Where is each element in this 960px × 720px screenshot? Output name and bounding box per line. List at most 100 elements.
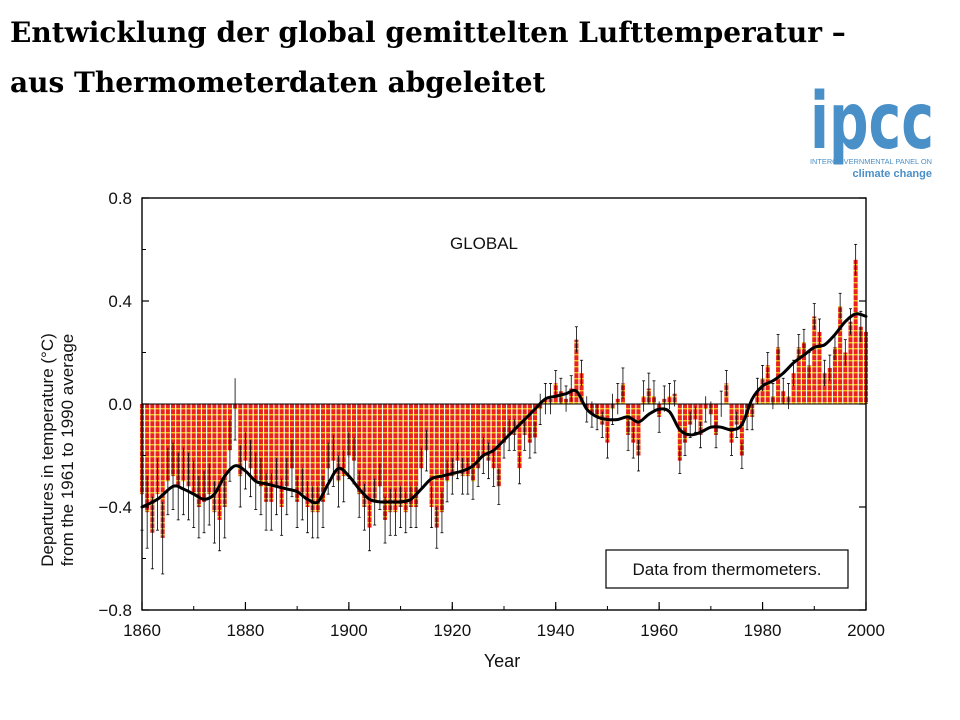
- bar-1928: [491, 404, 496, 469]
- bar-1914: [419, 404, 424, 469]
- bar-1866: [171, 404, 176, 477]
- x-tick-label-4: 1940: [537, 621, 575, 640]
- bar-1873: [207, 404, 212, 495]
- bar-1904: [367, 404, 372, 528]
- bar-1923: [465, 404, 470, 477]
- bar-1944: [574, 339, 579, 405]
- bar-1903: [362, 404, 367, 507]
- bar-1965: [682, 404, 688, 443]
- ipcc-logo-wordmark: ipcc: [810, 77, 934, 167]
- slide-title: Entwicklung der global gemittelten Luftt…: [10, 8, 950, 108]
- bar-1917: [434, 404, 439, 528]
- bar-1872: [202, 404, 207, 502]
- bar-1986: [791, 373, 796, 404]
- bar-1879: [238, 404, 243, 477]
- annotation-box: Data from thermometers.: [605, 549, 849, 589]
- slide-title-line-2: aus Thermometerdaten abgeleitet: [10, 66, 546, 99]
- bar-1998: [853, 259, 858, 404]
- bar-1989: [807, 365, 812, 405]
- bar-1964: [677, 404, 682, 461]
- bar-1993: [827, 367, 832, 404]
- y-axis: 0.8 0.4 0.0 −0.4 −0.8: [98, 189, 866, 620]
- bar-1864: [160, 404, 165, 538]
- y-axis-title: Departures in temperature (°C) from the …: [38, 333, 77, 567]
- bar-1898: [336, 404, 341, 482]
- bar-1930: [501, 404, 507, 443]
- bar-1887: [279, 404, 284, 507]
- y-tick-label-3: −0.4: [98, 498, 132, 517]
- smoothed-curve: [140, 312, 868, 509]
- x-axis: 1860 1880 1900 1920 1940 1960 1980 2000: [123, 602, 885, 640]
- y-axis-title-line-2: from the 1961 to 1990 average: [58, 334, 77, 567]
- bar-1976: [739, 404, 744, 456]
- bar-1875: [217, 404, 222, 520]
- bar-1902: [357, 404, 362, 495]
- slide-title-line-1: Entwicklung der global gemittelten Luftt…: [10, 16, 846, 49]
- chart-title: GLOBAL: [450, 234, 518, 253]
- bar-1863: [155, 404, 160, 495]
- bar-1925: [476, 404, 481, 469]
- bar-1994: [832, 347, 837, 404]
- y-tick-label-0: 0.8: [108, 189, 132, 208]
- bar-1924: [470, 404, 475, 482]
- y-tick-label-4: −0.8: [98, 601, 132, 620]
- y-axis-title-line-1: Departures in temperature (°C): [38, 333, 57, 567]
- bar-1865: [165, 404, 170, 482]
- x-axis-title: Year: [484, 651, 520, 671]
- bar-1907: [383, 404, 388, 520]
- bar-1921: [455, 404, 460, 461]
- bar-1905: [372, 404, 377, 502]
- bar-1884: [264, 404, 269, 502]
- bar-1996: [843, 352, 848, 404]
- bar-1935: [527, 404, 532, 443]
- bar-1955: [631, 404, 636, 443]
- bar-1868: [181, 404, 186, 482]
- y-tick-label-2: 0.0: [108, 395, 132, 414]
- bar-1999: [858, 326, 863, 404]
- bar-1912: [408, 404, 413, 507]
- x-tick-label-3: 1920: [433, 621, 471, 640]
- bar-1971: [714, 404, 719, 435]
- bar-1920: [450, 404, 455, 477]
- bar-1910: [398, 404, 403, 507]
- bar-1883: [258, 404, 263, 487]
- x-tick-label-0: 1860: [123, 621, 161, 640]
- ipcc-logo-line-1: INTERGOVERNMENTAL PANEL ON: [810, 159, 932, 166]
- bar-1988: [801, 342, 806, 404]
- bar-1899: [341, 404, 346, 477]
- bar-1881: [248, 404, 253, 469]
- annotation-text: Data from thermometers.: [633, 560, 822, 579]
- bar-1918: [439, 404, 444, 513]
- bar-1990: [812, 316, 817, 404]
- bar-1896: [326, 404, 331, 469]
- bar-1933: [517, 404, 522, 469]
- x-tick-label-1: 1880: [227, 621, 265, 640]
- bar-1869: [186, 404, 191, 487]
- x-tick-label-5: 1960: [640, 621, 678, 640]
- bar-1968: [698, 404, 703, 435]
- bar-1915: [424, 404, 429, 451]
- bar-1922: [460, 404, 465, 477]
- bar-1894: [315, 404, 320, 513]
- bar-1927: [486, 404, 491, 461]
- bar-1893: [310, 404, 315, 513]
- bar-1901: [352, 404, 357, 461]
- bar-1936: [533, 404, 538, 438]
- bar-1897: [331, 404, 336, 461]
- bar-1876: [222, 404, 227, 507]
- bar-1889: [289, 404, 294, 469]
- bar-1909: [393, 404, 398, 513]
- bar-1867: [176, 404, 181, 487]
- bar-1888: [284, 404, 289, 487]
- bar-1874: [212, 404, 217, 513]
- x-tick-label-7: 2000: [847, 621, 885, 640]
- bar-1974: [729, 404, 734, 443]
- bar-1870: [191, 404, 196, 495]
- bar-1913: [414, 404, 419, 507]
- x-tick-label-2: 1900: [330, 621, 368, 640]
- bar-1926: [481, 404, 486, 456]
- bar-1885: [269, 404, 274, 502]
- bar-1900: [346, 404, 351, 456]
- x-tick-label-6: 1980: [744, 621, 782, 640]
- bar-1945: [579, 373, 584, 404]
